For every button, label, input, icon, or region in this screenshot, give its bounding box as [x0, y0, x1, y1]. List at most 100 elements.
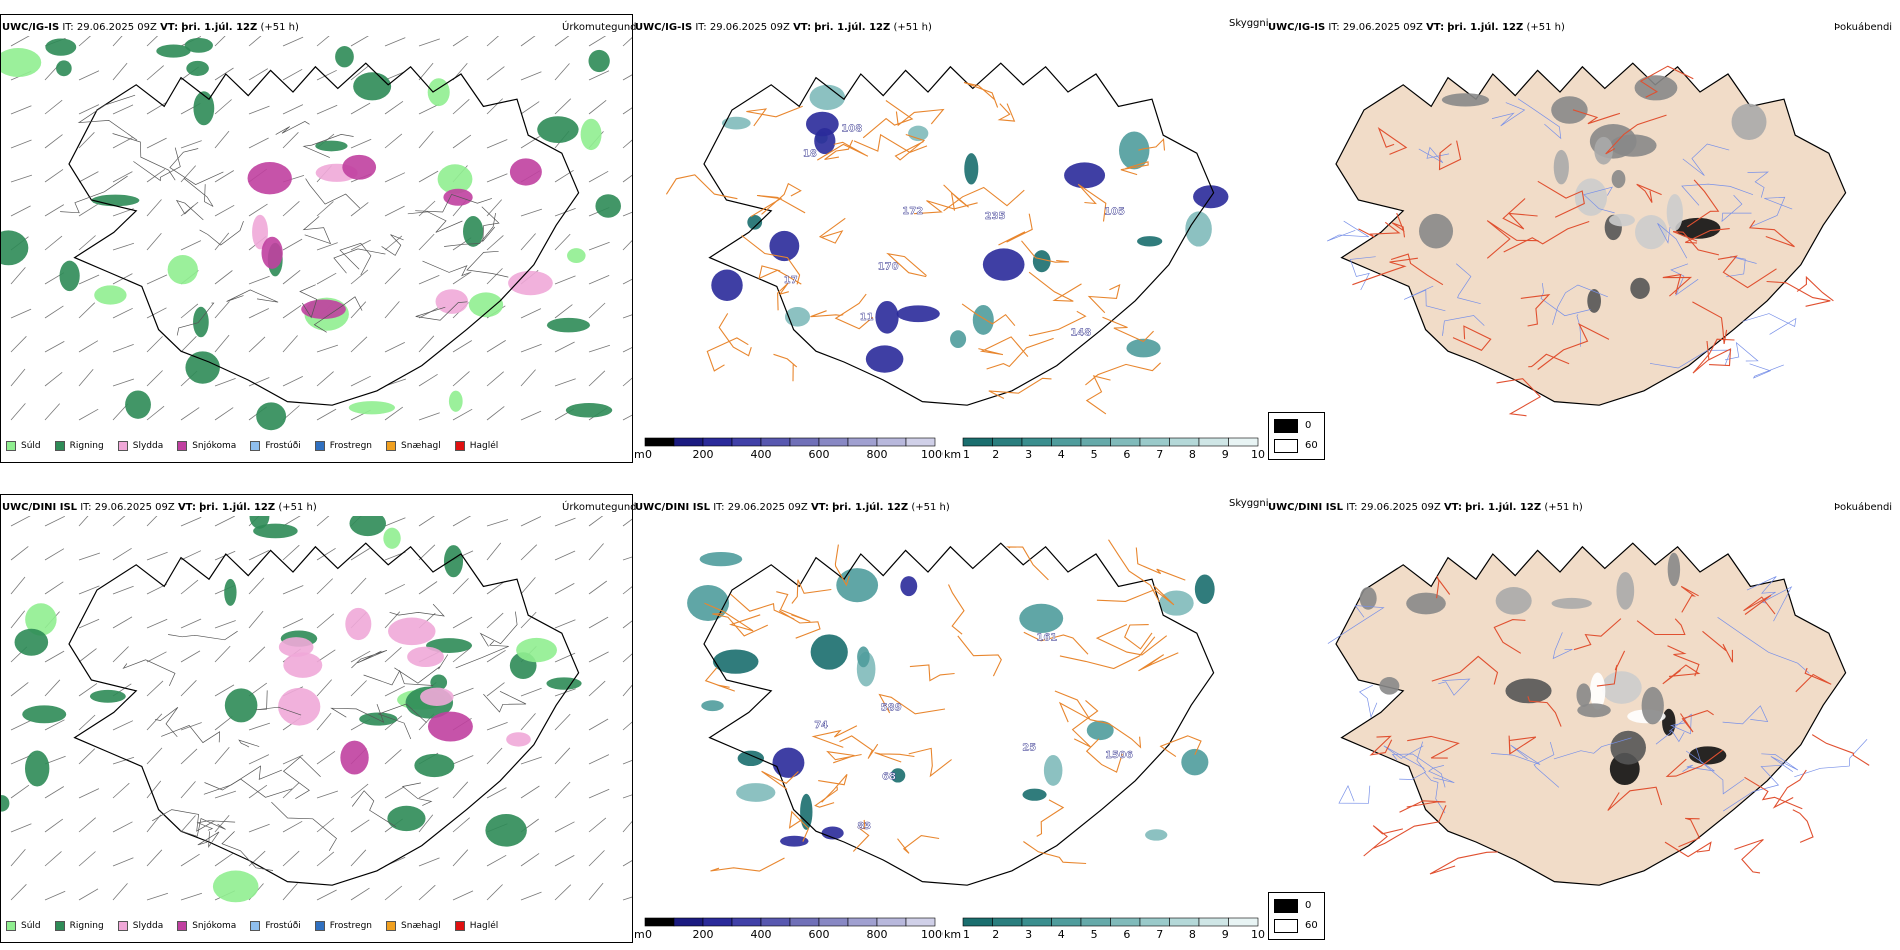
- wind-barb: [554, 98, 572, 115]
- precip-area: [212, 870, 259, 903]
- river: [1338, 784, 1371, 804]
- wind-barb: [78, 585, 100, 595]
- wind-barb: [146, 274, 168, 285]
- colorbar-unit: m: [634, 448, 645, 461]
- wind-barb: [146, 651, 167, 663]
- wind-barb: [520, 369, 536, 387]
- precip-area: [388, 617, 436, 646]
- colorbar-cell: [962, 437, 993, 447]
- coastline: [703, 542, 1215, 886]
- wind-barb: [112, 344, 134, 353]
- wind-barb: [112, 720, 134, 731]
- wind-barb: [486, 406, 505, 421]
- wind-barb: [248, 336, 266, 353]
- cloud-base-label: 83: [857, 821, 871, 832]
- wind-barb: [452, 371, 470, 387]
- visibility-area: [701, 700, 724, 712]
- river: [1418, 146, 1450, 164]
- road: [834, 293, 874, 330]
- wind-barb: [214, 747, 230, 765]
- wind-barb: [180, 722, 202, 731]
- colorbar-tick: 3: [1025, 448, 1032, 461]
- legend-item: Frostregn: [314, 921, 372, 931]
- model-name: UWC/DINI ISL: [1268, 502, 1344, 513]
- ceiling-map-1: 108 105 172 148 17 18 235 11 170: [665, 62, 1229, 415]
- colorbar-tick: 400: [751, 928, 772, 941]
- wind-barb: [180, 240, 202, 251]
- road: [169, 148, 224, 185]
- visibility-area: [769, 230, 800, 262]
- colorbar-tick: 6: [1123, 448, 1130, 461]
- wind-barb: [486, 580, 506, 595]
- road: [1678, 817, 1701, 848]
- river: [1747, 171, 1769, 198]
- wind-barb: [248, 36, 262, 47]
- precip-area: [546, 677, 582, 690]
- wind-barb: [486, 747, 503, 765]
- road: [1639, 65, 1694, 98]
- colorbar-tick: 8: [1189, 448, 1196, 461]
- wind-barb: [350, 819, 370, 833]
- wind-barb: [248, 68, 269, 81]
- wind-barb: [180, 781, 196, 799]
- road: [1502, 198, 1538, 230]
- road: [1662, 273, 1693, 297]
- coastline: [703, 62, 1215, 406]
- precip-area: [383, 527, 401, 549]
- road: [1744, 776, 1803, 810]
- road: [1692, 338, 1735, 374]
- precip-area: [546, 317, 591, 333]
- road: [948, 584, 965, 635]
- wind-barb: [350, 548, 370, 561]
- colorbar-cell: [818, 437, 849, 447]
- legend-item: Rigning: [54, 921, 104, 931]
- road: [275, 120, 310, 135]
- wind-barb: [418, 787, 439, 799]
- road: [1431, 655, 1499, 685]
- colorbar-tick: 600: [809, 928, 830, 941]
- wind-barb: [452, 516, 472, 527]
- road: [444, 212, 496, 247]
- wind-barb: [44, 719, 65, 731]
- road: [1108, 539, 1160, 603]
- fog-area: [1610, 730, 1646, 765]
- road: [1573, 618, 1622, 651]
- wind-barb: [452, 99, 470, 115]
- precip-area: [315, 140, 348, 152]
- road: [1023, 841, 1087, 865]
- wind-barb: [622, 518, 632, 527]
- road: [1636, 183, 1662, 203]
- wind-barb: [214, 232, 230, 251]
- road: [943, 186, 1025, 212]
- road: [1795, 667, 1832, 693]
- cloud-base-label: 161: [1036, 632, 1057, 643]
- visibility-area: [982, 248, 1025, 281]
- road: [1407, 735, 1460, 759]
- precip-area: [184, 37, 213, 53]
- river: [1552, 632, 1573, 660]
- legend-label: Haglél: [469, 921, 499, 931]
- wind-barb: [452, 36, 469, 47]
- wind-barb: [146, 849, 163, 867]
- wind-barb: [44, 548, 65, 561]
- vt-value: þri. 1.júl. 12Z: [1447, 22, 1524, 33]
- road: [1520, 294, 1551, 327]
- river: [1399, 741, 1427, 780]
- legend-swatch: [177, 441, 188, 451]
- visibility-area: [699, 551, 743, 567]
- wind-barb: [486, 682, 505, 697]
- colorbar-unit: m: [634, 928, 645, 941]
- legend-label: Haglél: [469, 441, 499, 451]
- precip-area: [435, 289, 469, 314]
- wind-barb: [282, 132, 299, 149]
- colorbar-tick: 3: [1025, 928, 1032, 941]
- wind-barb: [418, 233, 435, 251]
- wind-barb: [44, 851, 62, 867]
- wind-barb: [214, 99, 232, 115]
- road: [1358, 221, 1401, 238]
- colorbar-tick: 400: [751, 448, 772, 461]
- wind-barb: [520, 687, 542, 697]
- wind-barb: [112, 104, 134, 115]
- wind-barb: [214, 790, 237, 799]
- wind-barb: [282, 585, 304, 595]
